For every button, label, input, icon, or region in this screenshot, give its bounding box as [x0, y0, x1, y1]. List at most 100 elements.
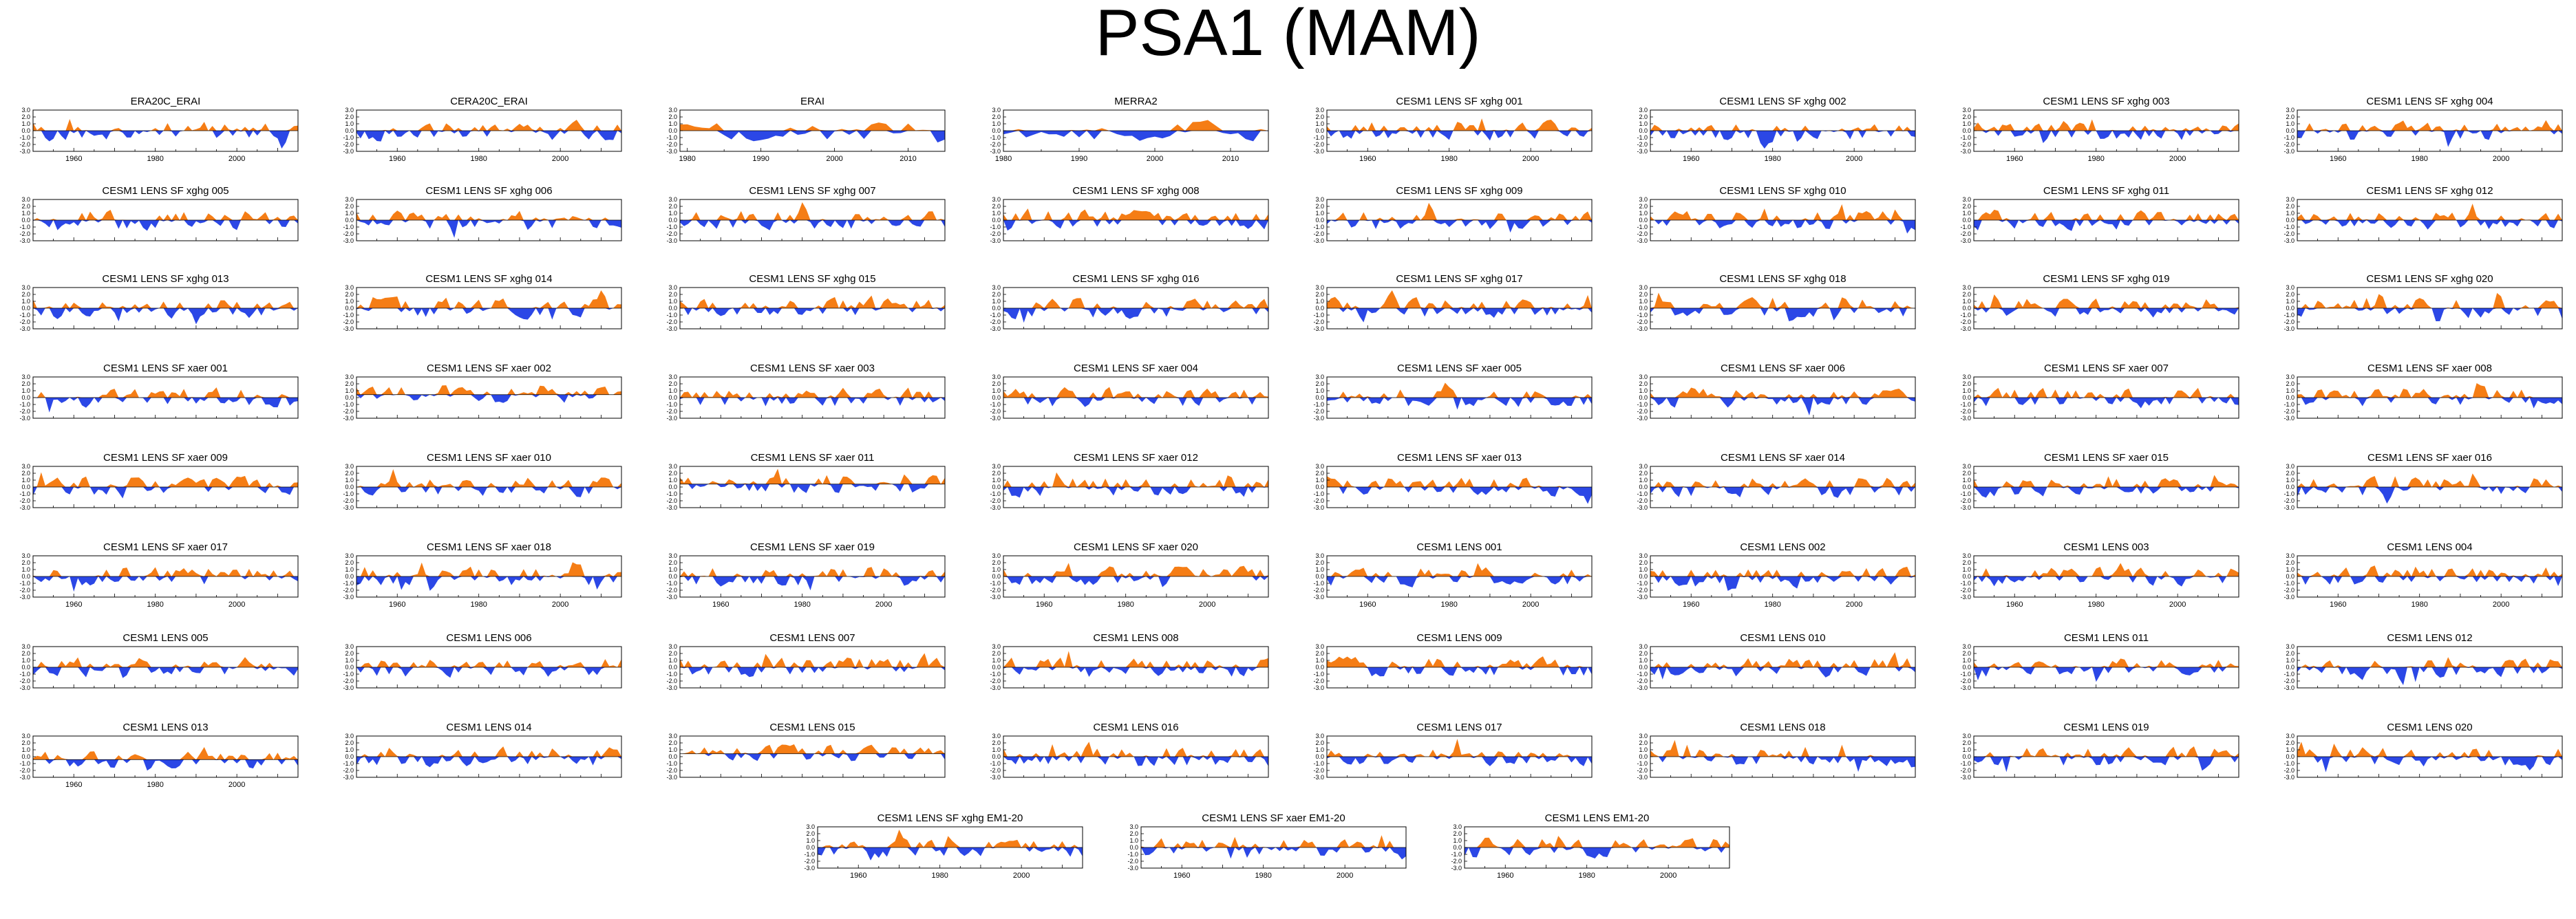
- y-tick-label: 3.0: [668, 552, 677, 559]
- y-tick-label: -2.0: [19, 678, 30, 684]
- negative-area: [680, 398, 945, 407]
- y-tick-label: -3.0: [2284, 237, 2295, 244]
- positive-area: [356, 469, 621, 487]
- y-tick-label: 0.0: [2286, 305, 2295, 312]
- positive-area: [1003, 563, 1268, 576]
- panel-title: CESM1 LENS 011: [2064, 632, 2149, 644]
- y-tick-label: 3.0: [1639, 284, 1648, 291]
- y-tick-label: 2.0: [1453, 830, 1462, 837]
- positive-area: [1003, 472, 1268, 487]
- y-tick-label: -2.0: [1637, 497, 1648, 504]
- x-tick-label: 1960: [850, 872, 866, 880]
- positive-area: [680, 653, 945, 667]
- y-tick-label: -1.0: [1637, 671, 1648, 678]
- negative-area: [1327, 576, 1592, 587]
- y-tick-label: 3.0: [1315, 374, 1324, 380]
- panel-55: CESM1 LENS 012 3.02.01.00.0-1.0-2.0-3.0: [2284, 632, 2563, 691]
- panel-62: CESM1 LENS 019 3.02.01.00.0-1.0-2.0-3.0: [1960, 722, 2239, 781]
- y-tick-label: -1.0: [343, 760, 354, 767]
- panel-14: CESM1 LENS SF xghg 011 3.02.01.00.0-1.0-2…: [1960, 185, 2239, 244]
- y-tick-label: 2.0: [1315, 739, 1324, 746]
- y-tick-label: -2.0: [1313, 318, 1324, 325]
- y-tick-label: -2.0: [666, 408, 677, 415]
- negative-area: [33, 487, 298, 499]
- x-tick-label: 2000: [2493, 601, 2509, 609]
- y-tick-label: 3.0: [1962, 733, 1971, 739]
- y-tick-label: 3.0: [668, 643, 677, 650]
- y-tick-label: 2.0: [2286, 470, 2295, 477]
- y-tick-label: 0.0: [1639, 305, 1648, 312]
- y-tick-label: 2.0: [992, 203, 1001, 210]
- positive-area: [356, 746, 621, 757]
- panel-7: CESM1 LENS SF xghg 004 3.02.01.00.0-1.0-2…: [2284, 96, 2563, 163]
- y-tick-label: 1.0: [345, 120, 354, 127]
- y-tick-label: 0.0: [1639, 217, 1648, 224]
- panel-title: CESM1 LENS 013: [123, 722, 208, 733]
- panel-title: CESM1 LENS SF xghg 004: [2366, 96, 2493, 107]
- panel-23: CESM1 LENS SF xghg 020 3.02.01.00.0-1.0-2…: [2284, 273, 2563, 332]
- negative-area: [1974, 757, 2239, 772]
- positive-area: [2297, 292, 2562, 308]
- negative-area: [1327, 757, 1592, 766]
- y-tick-label: -3.0: [19, 504, 30, 511]
- panel-title: CESM1 LENS SF xaer 004: [1074, 363, 1198, 374]
- x-tick-label: 1960: [389, 155, 405, 163]
- positive-area: [1974, 387, 2239, 398]
- panel-title: CESM1 LENS 018: [1740, 722, 1825, 733]
- y-tick-label: 0.0: [2286, 573, 2295, 580]
- x-tick-label: 2000: [1522, 601, 1539, 609]
- negative-area: [356, 487, 621, 497]
- plot-frame: [32, 735, 299, 778]
- y-tick-label: -3.0: [1313, 415, 1324, 422]
- negative-area: [680, 484, 945, 493]
- y-tick-label: -1.0: [666, 224, 677, 230]
- panel-title: CESM1 LENS 010: [1740, 632, 1825, 644]
- y-tick-label: -1.0: [990, 580, 1001, 587]
- panel-19: CESM1 LENS SF xghg 016 3.02.01.00.0-1.0-2…: [990, 273, 1269, 332]
- y-tick-label: 1.0: [668, 746, 677, 753]
- positive-area: [680, 567, 945, 576]
- y-tick-label: 3.0: [668, 374, 677, 380]
- y-tick-label: -3.0: [990, 325, 1001, 332]
- positive-area: [1974, 658, 2239, 667]
- y-tick-label: 3.0: [992, 284, 1001, 291]
- main-title: PSA1 (MAM): [1095, 0, 1481, 69]
- y-tick-label: -3.0: [2284, 504, 2295, 511]
- panel-35: CESM1 LENS SF xaer 012 3.02.01.00.0-1.0-2…: [990, 452, 1269, 511]
- panel-25: CESM1 LENS SF xaer 002 3.02.01.00.0-1.0-2…: [343, 363, 622, 422]
- y-tick-label: -1.0: [666, 580, 677, 587]
- y-tick-label: 3.0: [992, 463, 1001, 470]
- panel-title: CESM1 LENS 001: [1416, 541, 1502, 553]
- panel-49: CESM1 LENS 006 3.02.01.00.0-1.0-2.0-3.0: [343, 632, 622, 691]
- x-tick-label: 2010: [900, 155, 916, 163]
- y-tick-label: 0.0: [1962, 217, 1971, 224]
- negative-area: [2297, 398, 2562, 409]
- panel-title: CESM1 LENS SF xghg 013: [102, 273, 228, 285]
- y-tick-label: 2.0: [1639, 203, 1648, 210]
- y-tick-label: 3.0: [1639, 733, 1648, 739]
- negative-area: [1974, 576, 2239, 587]
- y-tick-label: 1.0: [668, 210, 677, 217]
- panel-title: CESM1 LENS SF xghg 002: [1719, 96, 1846, 107]
- panel-24: CESM1 LENS SF xaer 001 3.02.01.00.0-1.0-2…: [19, 363, 299, 422]
- y-tick-label: -2.0: [2284, 678, 2295, 684]
- positive-area: [1327, 290, 1592, 308]
- y-tick-label: 0.0: [21, 484, 30, 490]
- y-tick-label: 1.0: [1315, 298, 1324, 305]
- panel-title: CESM1 LENS SF xaer 006: [1721, 363, 1845, 374]
- panel-title: CESM1 LENS 016: [1093, 722, 1178, 733]
- y-tick-label: -3.0: [1637, 684, 1648, 691]
- y-tick-label: 0.0: [1639, 127, 1648, 134]
- x-tick-label: 1960: [1683, 601, 1699, 609]
- y-tick-label: 0.0: [2286, 484, 2295, 490]
- positive-area: [1465, 836, 1729, 847]
- y-tick-label: 2.0: [1962, 739, 1971, 746]
- panel-title: CESM1 LENS 020: [2387, 722, 2472, 733]
- y-tick-label: -2.0: [343, 230, 354, 237]
- y-tick-label: -2.0: [666, 230, 677, 237]
- y-tick-label: 1.0: [1962, 210, 1971, 217]
- panel-title: ERA20C_ERAI: [131, 96, 201, 107]
- y-tick-label: 0.0: [21, 127, 30, 134]
- y-tick-label: -2.0: [1313, 230, 1324, 237]
